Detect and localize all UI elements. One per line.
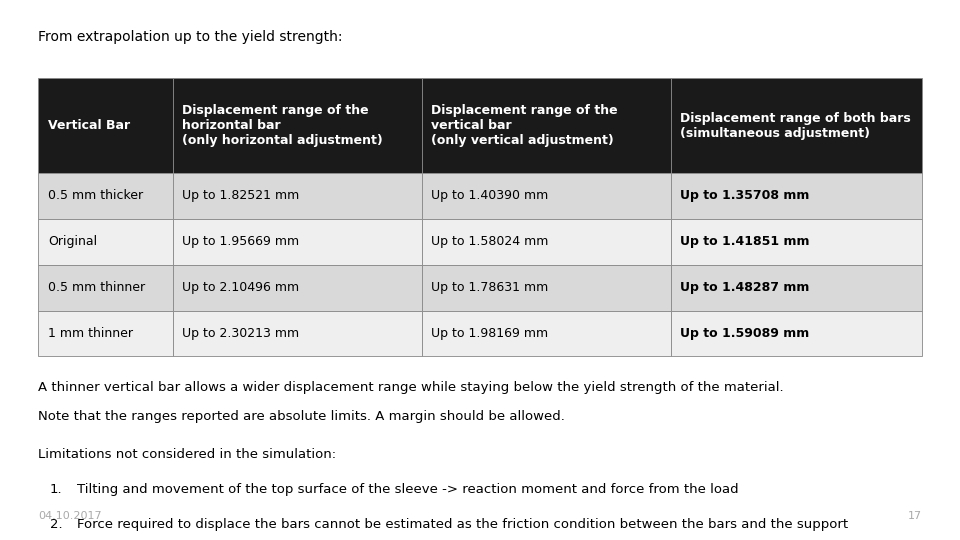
Text: Up to 1.78631 mm: Up to 1.78631 mm [431, 281, 548, 294]
Bar [38, 173, 173, 219]
Text: Up to 1.40390 mm: Up to 1.40390 mm [431, 189, 548, 202]
Text: Tilting and movement of the top surface of the sleeve -> reaction moment and for: Tilting and movement of the top surface … [77, 483, 738, 496]
Bar [421, 219, 671, 265]
Bar [421, 173, 671, 219]
Text: Up to 1.48287 mm: Up to 1.48287 mm [681, 281, 809, 294]
Text: 0.5 mm thicker: 0.5 mm thicker [48, 189, 143, 202]
Bar [671, 173, 922, 219]
Text: Up to 1.58024 mm: Up to 1.58024 mm [431, 235, 549, 248]
Bar [38, 78, 173, 173]
Text: Limitations not considered in the simulation:: Limitations not considered in the simula… [38, 448, 337, 461]
Text: A thinner vertical bar allows a wider displacement range while staying below the: A thinner vertical bar allows a wider di… [38, 381, 784, 394]
Text: 2.: 2. [50, 518, 62, 531]
Text: 04.10.2017: 04.10.2017 [38, 511, 102, 521]
Text: 1.: 1. [50, 483, 62, 496]
Bar [671, 219, 922, 265]
Text: Up to 1.95669 mm: Up to 1.95669 mm [182, 235, 300, 248]
Bar [173, 173, 421, 219]
Text: Up to 2.10496 mm: Up to 2.10496 mm [182, 281, 300, 294]
Bar [173, 219, 421, 265]
Text: Force required to displace the bars cannot be estimated as the friction conditio: Force required to displace the bars cann… [77, 518, 848, 531]
Bar [38, 265, 173, 310]
Bar [421, 265, 671, 310]
Bar [173, 310, 421, 356]
Bar [38, 310, 173, 356]
Text: Up to 1.82521 mm: Up to 1.82521 mm [182, 189, 300, 202]
Text: Up to 2.30213 mm: Up to 2.30213 mm [182, 327, 300, 340]
Text: Up to 1.59089 mm: Up to 1.59089 mm [681, 327, 809, 340]
Bar [421, 310, 671, 356]
Text: Up to 1.35708 mm: Up to 1.35708 mm [681, 189, 809, 202]
Text: Original: Original [48, 235, 97, 248]
Text: Displacement range of both bars
(simultaneous adjustment): Displacement range of both bars (simulta… [681, 112, 911, 139]
Bar [38, 219, 173, 265]
Text: From extrapolation up to the yield strength:: From extrapolation up to the yield stren… [38, 30, 343, 44]
Text: 0.5 mm thinner: 0.5 mm thinner [48, 281, 145, 294]
Text: Up to 1.98169 mm: Up to 1.98169 mm [431, 327, 548, 340]
Bar [671, 265, 922, 310]
Text: Note that the ranges reported are absolute limits. A margin should be allowed.: Note that the ranges reported are absolu… [38, 410, 565, 423]
Text: Displacement range of the
vertical bar
(only vertical adjustment): Displacement range of the vertical bar (… [431, 104, 618, 147]
Bar [421, 78, 671, 173]
Bar [173, 265, 421, 310]
Text: Displacement range of the
horizontal bar
(only horizontal adjustment): Displacement range of the horizontal bar… [182, 104, 383, 147]
Text: Up to 1.41851 mm: Up to 1.41851 mm [681, 235, 810, 248]
Bar [671, 78, 922, 173]
Text: Vertical Bar: Vertical Bar [48, 119, 131, 132]
Text: 17: 17 [907, 511, 922, 521]
Bar [173, 78, 421, 173]
Bar [671, 310, 922, 356]
Text: 1 mm thinner: 1 mm thinner [48, 327, 133, 340]
